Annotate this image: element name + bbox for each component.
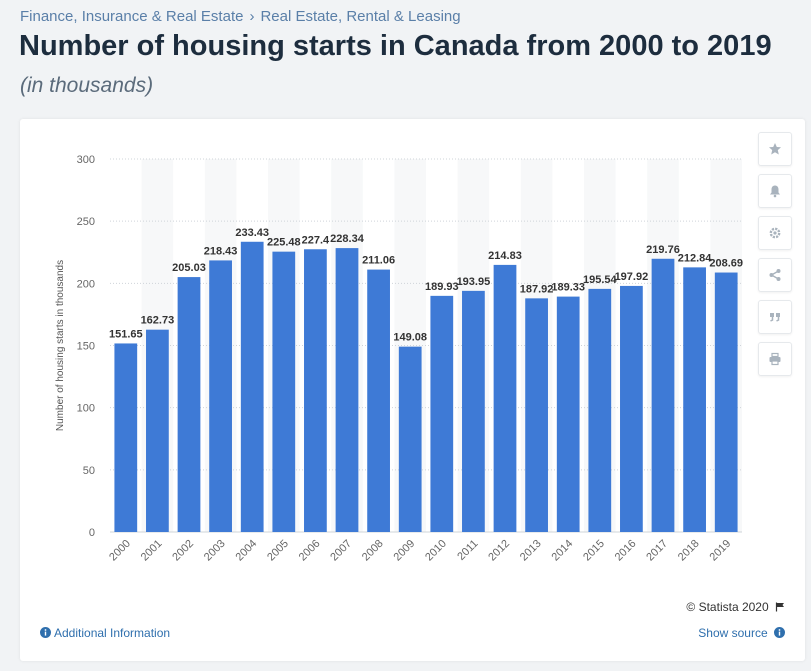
show-source-link[interactable]: Show source [698, 626, 785, 640]
bar-2007 [335, 248, 359, 532]
x-tick-label: 2017 [644, 538, 670, 564]
bar-2010 [430, 295, 454, 532]
credit-text: © Statista 2020 [686, 600, 769, 614]
y-tick-label: 100 [77, 403, 95, 415]
breadcrumb: Finance, Insurance & Real Estate › Real Es… [20, 8, 461, 25]
cite-button[interactable] [758, 300, 792, 334]
statista-credit: © Statista 2020 [686, 600, 785, 614]
share-button[interactable] [758, 258, 792, 292]
settings-button[interactable] [758, 216, 792, 250]
bar-value-label: 189.33 [551, 282, 585, 294]
bar-value-label: 228.34 [330, 233, 365, 245]
x-tick-label: 2002 [170, 538, 196, 564]
bar-2006 [304, 249, 327, 533]
bar-value-label: 205.03 [172, 262, 206, 274]
x-tick-label: 2015 [581, 538, 607, 564]
print-icon [769, 352, 781, 366]
page-title: Number of housing starts in Canada from … [19, 30, 772, 62]
x-tick-label: 2004 [234, 538, 260, 564]
star-icon [769, 143, 781, 155]
y-tick-label: 300 [77, 154, 95, 166]
bar-value-label: 219.76 [646, 244, 680, 256]
breadcrumb-separator: › [249, 8, 255, 25]
chart-toolbar [758, 132, 792, 384]
additional-info-label: Additional Information [54, 626, 171, 640]
page-subtitle: (in thousands) [20, 74, 154, 97]
share-icon [769, 269, 781, 281]
bar-value-label: 227.4 [302, 234, 330, 246]
x-tick-label: 2007 [328, 538, 354, 564]
info-icon [40, 627, 51, 638]
bar-2002 [177, 277, 201, 532]
additional-info-link[interactable]: Additional Information [40, 626, 170, 640]
bar-2016 [620, 285, 643, 532]
x-tick-label: 2006 [297, 538, 323, 564]
x-tick-label: 2001 [139, 538, 165, 564]
flag-icon [775, 602, 784, 612]
x-tick-label: 2013 [518, 538, 544, 564]
bar-value-label: 214.83 [488, 250, 522, 262]
bell-icon [770, 185, 780, 198]
x-tick-label: 2019 [708, 538, 734, 564]
notification-button[interactable] [758, 174, 792, 208]
bar-value-label: 149.08 [393, 332, 427, 344]
quote-icon [770, 313, 780, 322]
bar-value-label: 162.73 [141, 315, 175, 327]
bar-2013 [525, 298, 548, 532]
bar-value-label: 195.54 [583, 274, 618, 286]
x-tick-label: 2008 [360, 538, 386, 564]
breadcrumb-item-real-estate[interactable]: Real Estate, Rental & Leasing [260, 8, 461, 25]
breadcrumb-item-finance[interactable]: Finance, Insurance & Real Estate [20, 8, 244, 25]
bar-2019 [714, 272, 738, 532]
bar-value-label: 218.43 [204, 245, 238, 257]
x-tick-label: 2014 [550, 538, 576, 564]
bar-2003 [209, 260, 232, 532]
bar-2018 [683, 267, 706, 532]
bar-value-label: 225.48 [267, 237, 301, 249]
x-tick-label: 2010 [423, 538, 449, 564]
y-tick-label: 50 [83, 465, 95, 477]
bar-value-label: 189.93 [425, 281, 459, 293]
bar-2001 [146, 329, 169, 532]
x-tick-label: 2005 [265, 538, 291, 564]
x-tick-label: 2000 [107, 538, 133, 564]
bar-2000 [114, 343, 138, 532]
x-tick-label: 2009 [392, 538, 418, 564]
y-tick-label: 150 [77, 341, 95, 353]
info-icon [774, 627, 785, 638]
show-source-label: Show source [698, 626, 768, 640]
bar-value-label: 193.95 [457, 276, 491, 288]
favorite-button[interactable] [758, 132, 792, 166]
x-tick-label: 2018 [676, 538, 702, 564]
bar-2012 [493, 264, 517, 532]
bar-value-label: 233.43 [235, 227, 269, 239]
y-axis-title: Number of housing starts in thousands [55, 260, 66, 431]
bar-value-label: 151.65 [109, 328, 143, 340]
gear-icon [769, 227, 781, 239]
print-button[interactable] [758, 342, 792, 376]
bar-2004 [240, 241, 264, 532]
bar-2005 [272, 251, 296, 532]
bar-2009 [398, 346, 422, 532]
bar-value-label: 197.92 [615, 271, 649, 283]
bar-2014 [556, 296, 580, 532]
bar-2015 [588, 288, 612, 532]
bar-value-label: 211.06 [362, 255, 395, 267]
bar-value-label: 212.84 [678, 252, 713, 264]
bar-value-label: 187.92 [520, 283, 554, 295]
bar-2008 [367, 269, 390, 532]
x-tick-label: 2011 [455, 538, 480, 563]
bar-value-label: 208.69 [709, 258, 743, 270]
y-tick-label: 250 [77, 216, 95, 228]
y-tick-label: 0 [89, 527, 95, 539]
x-tick-label: 2016 [613, 538, 639, 564]
bar-2017 [651, 258, 675, 532]
x-tick-label: 2012 [486, 538, 512, 564]
x-tick-label: 2003 [202, 538, 228, 564]
y-tick-label: 200 [77, 278, 95, 290]
bar-2011 [462, 290, 485, 532]
